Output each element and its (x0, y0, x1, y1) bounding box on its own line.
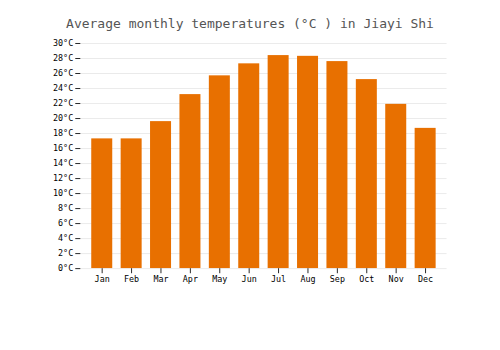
svg-text:18°C: 18°C (53, 128, 73, 138)
svg-text:Aug: Aug (300, 274, 315, 284)
svg-text:2°C: 2°C (58, 248, 73, 258)
svg-text:Nov: Nov (389, 274, 404, 284)
svg-text:24°C: 24°C (53, 83, 73, 93)
svg-text:Jul: Jul (271, 274, 286, 284)
svg-text:22°C: 22°C (53, 98, 73, 108)
svg-text:4°C: 4°C (58, 233, 73, 243)
svg-text:16°C: 16°C (53, 143, 73, 153)
svg-text:0°C: 0°C (58, 263, 73, 273)
svg-text:6°C: 6°C (58, 218, 73, 228)
svg-text:28°C: 28°C (53, 53, 73, 63)
svg-text:Dec: Dec (418, 274, 433, 284)
svg-text:Mar: Mar (153, 274, 168, 284)
svg-text:Feb: Feb (124, 274, 139, 284)
svg-text:Oct: Oct (359, 274, 374, 284)
svg-text:Sep: Sep (330, 274, 345, 284)
svg-text:Jun: Jun (242, 274, 257, 284)
html-text:Average monthly temperatures (: Average monthly temperatures (°C ) in Ji… (66, 16, 434, 31)
svg-text:Apr: Apr (183, 274, 198, 284)
svg-text:20°C: 20°C (53, 113, 73, 123)
svg-text:Jan: Jan (95, 274, 110, 284)
svg-text:14°C: 14°C (53, 158, 73, 168)
svg-text:26°C: 26°C (53, 68, 73, 78)
svg-text:10°C: 10°C (53, 188, 73, 198)
svg-text:May: May (212, 274, 227, 284)
svg-text:12°C: 12°C (53, 173, 73, 183)
svg-text:8°C: 8°C (58, 203, 73, 213)
svg-text:30°C: 30°C (53, 38, 73, 48)
